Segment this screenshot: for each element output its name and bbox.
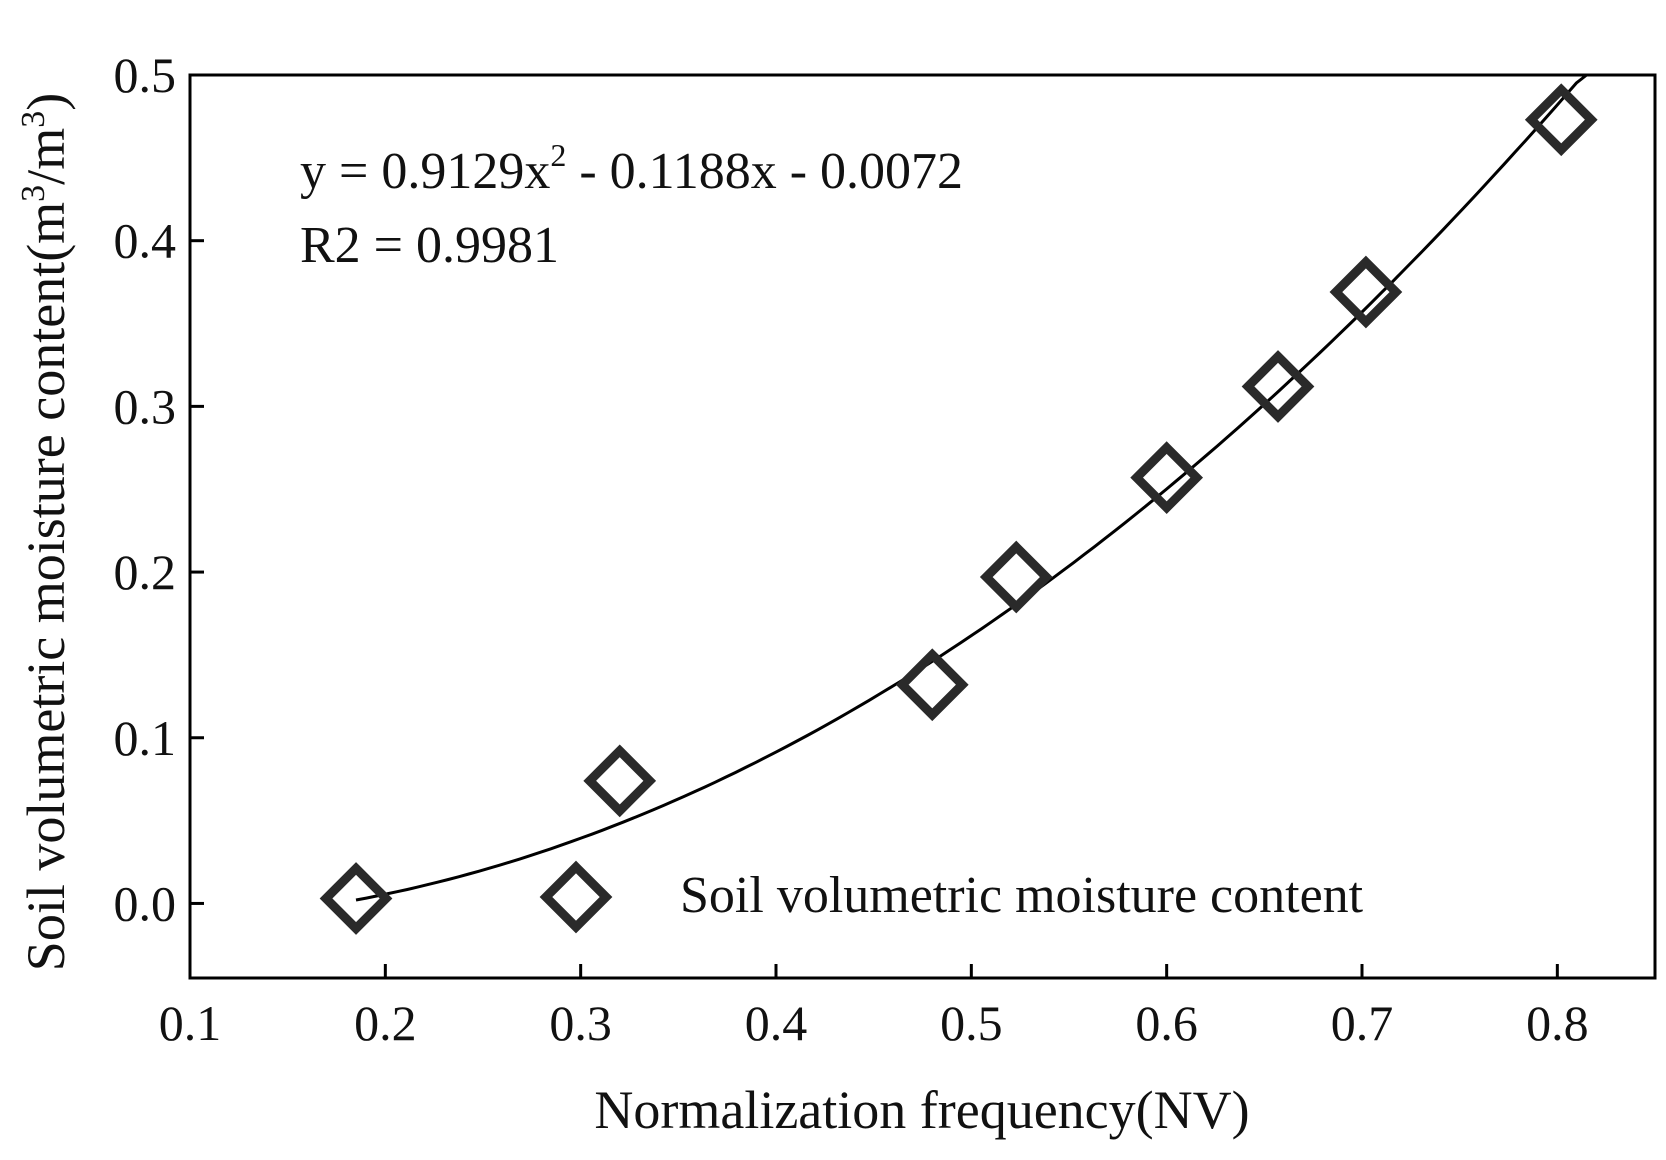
x-tick-label: 0.8 [1526,995,1589,1051]
x-axis-title: Normalization frequency(NV) [594,1080,1249,1140]
plot-area-frame [188,73,1657,980]
data-point [319,862,393,935]
x-tick-label: 0.6 [1135,995,1198,1051]
legend-label: Soil volumetric moisture content [680,867,1364,924]
x-axis-ticks: 0.1 0.2 0.3 0.4 0.5 0.6 0.7 0.8 [159,964,1589,1051]
data-points [319,83,1598,935]
y-axis-title: Soil volumetric moisture content(m3/m3) [15,93,76,971]
legend: Soil volumetric moisture content [539,860,1364,934]
y-tick-label: 0.3 [114,378,177,434]
x-tick-label: 0.4 [745,995,808,1051]
y-tick-label: 0.4 [114,213,177,269]
data-point [1524,83,1598,157]
x-tick-label: 0.5 [940,995,1003,1051]
legend-marker-diamond [539,860,613,934]
x-tick-label: 0.3 [549,995,612,1051]
data-point [895,648,969,722]
data-point [1241,350,1315,423]
y-axis-ticks: 0.0 0.1 0.2 0.3 0.4 0.5 [114,47,204,931]
data-point [583,744,657,818]
y-tick-label: 0.5 [114,47,177,103]
y-tick-label: 0.0 [114,875,177,931]
y-tick-label: 0.1 [114,710,177,766]
x-tick-label: 0.7 [1331,995,1394,1051]
fit-curve [355,73,1588,902]
x-tick-label: 0.1 [159,995,222,1051]
x-tick-label: 0.2 [354,995,417,1051]
y-tick-label: 0.2 [114,544,177,600]
fit-equation: y = 0.9129x2 - 0.1188x - 0.0072 [300,137,963,200]
r-squared-label: R2 = 0.9981 [300,217,559,274]
data-point [979,540,1053,614]
data-point [1329,255,1403,329]
data-point [1130,441,1204,514]
